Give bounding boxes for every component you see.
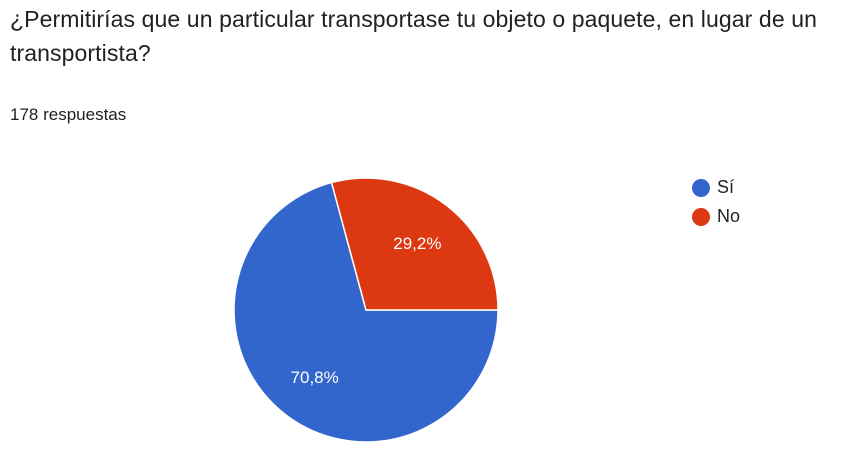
legend-item-no[interactable]: No [692, 202, 740, 231]
pie-label-si: 70,8% [291, 368, 339, 387]
legend-label-no: No [717, 206, 741, 226]
pie-slice-si[interactable] [233, 181, 499, 443]
legend-item-si[interactable]: Sí [692, 173, 740, 202]
legend-swatch-si [692, 178, 710, 197]
legend-swatch-no [692, 207, 710, 226]
pie-label-no: 29,2% [393, 234, 441, 253]
pie-slice-no[interactable] [330, 177, 499, 311]
question-title: ¿Permitirías que un particular transport… [10, 6, 817, 66]
legend-label-si: Sí [717, 177, 735, 197]
response-count: 178 respuestas [10, 105, 127, 124]
chart-legend: Sí No [692, 173, 740, 231]
